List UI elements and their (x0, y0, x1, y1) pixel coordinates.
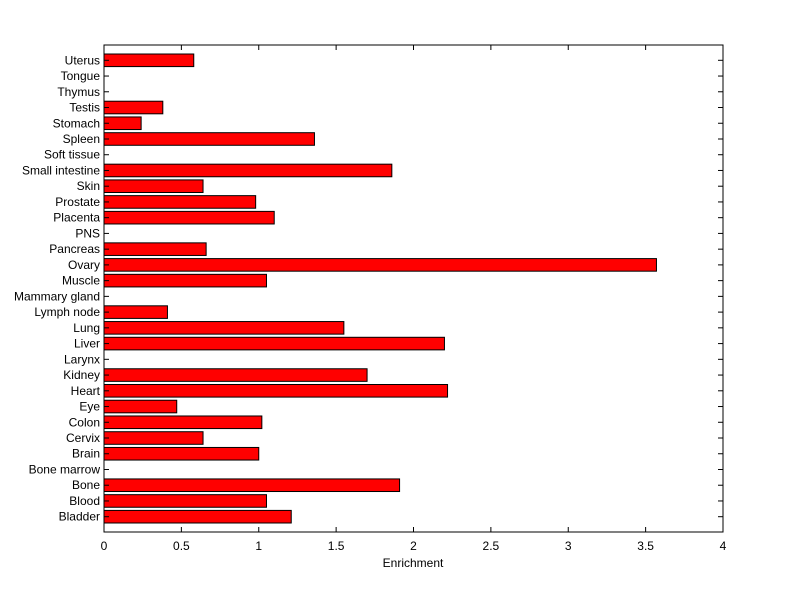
x-tick-label: 3 (565, 539, 572, 553)
bar-cervix (103, 431, 204, 445)
y-tick-label-brain: Brain (72, 447, 100, 461)
y-tick-label-small-intestine: Small intestine (22, 163, 100, 177)
bar-eye (103, 399, 178, 414)
y-tick-label-kidney: Kidney (63, 368, 100, 382)
y-tick-label-skin: Skin (77, 179, 100, 193)
y-tick-label-lymph-node: Lymph node (34, 305, 100, 319)
bar-stomach (103, 116, 142, 131)
bar-skin (103, 179, 204, 193)
x-tick-label: 1.5 (328, 539, 345, 553)
x-axis-label: Enrichment (383, 556, 444, 570)
y-tick-label-mammary-gland: Mammary gland (14, 289, 100, 303)
y-tick-label-heart: Heart (71, 384, 101, 398)
x-tick-label: 2.5 (483, 539, 500, 553)
bar-prostate (103, 195, 257, 209)
y-tick-label-bone: Bone (72, 478, 100, 492)
bar-testis (103, 100, 164, 115)
y-tick-label-pancreas: Pancreas (49, 242, 100, 256)
y-tick-label-thymus: Thymus (57, 85, 100, 99)
y-tick-label-uterus: Uterus (65, 53, 100, 67)
bar-lung (103, 321, 345, 335)
x-tick-labels: 0 0.5 1 1.5 2 2.5 3 3.5 4 (101, 539, 727, 553)
y-tick-label-stomach: Stomach (53, 116, 100, 130)
bar-placenta (103, 210, 275, 225)
bar-blood (103, 494, 267, 508)
bar-bone (103, 478, 401, 493)
x-tick-label: 0.5 (173, 539, 190, 553)
bar-pancreas (103, 242, 207, 256)
bar-lymph-node (103, 305, 168, 319)
bar-small-intestine (103, 163, 393, 178)
y-tick-label-placenta: Placenta (53, 211, 100, 225)
y-tick-label-blood: Blood (69, 494, 100, 508)
y-tick-label-colon: Colon (69, 415, 100, 429)
y-tick-label-bone-marrow: Bone marrow (29, 462, 101, 476)
bar-liver (103, 336, 445, 351)
bar-bladder (103, 509, 292, 524)
y-tick-label-tongue: Tongue (61, 69, 101, 83)
plot-area-frame (103, 44, 724, 533)
bar-kidney (103, 368, 368, 382)
y-tick-label-lung: Lung (73, 321, 100, 335)
y-tick-label-liver: Liver (74, 337, 100, 351)
bar-spleen (103, 132, 315, 146)
y-tick-label-ovary: Ovary (68, 258, 100, 272)
bar-muscle (103, 273, 267, 288)
bar-ovary (103, 258, 657, 272)
x-tick-label: 3.5 (637, 539, 654, 553)
x-tick-label: 2 (410, 539, 417, 553)
y-tick-label-testis: Testis (69, 101, 100, 115)
x-tick-label: 0 (101, 539, 108, 553)
bar-colon (103, 415, 263, 430)
y-tick-label-larynx: Larynx (64, 352, 100, 366)
y-tick-label-pns: PNS (75, 226, 100, 240)
y-tick-label-bladder: Bladder (59, 510, 100, 524)
bar-heart (103, 384, 449, 398)
y-tick-label-muscle: Muscle (62, 274, 100, 288)
y-tick-label-eye: Eye (79, 400, 100, 414)
y-tick-label-soft-tissue: Soft tissue (44, 148, 100, 162)
x-tick-label: 1 (255, 539, 262, 553)
y-tick-label-cervix: Cervix (66, 431, 100, 445)
ticks-group (103, 45, 724, 532)
bar-uterus (103, 53, 195, 68)
x-tick-label: 4 (720, 539, 727, 553)
y-tick-label-prostate: Prostate (55, 195, 100, 209)
bar-brain (103, 446, 260, 461)
y-tick-label-spleen: Spleen (63, 132, 100, 146)
